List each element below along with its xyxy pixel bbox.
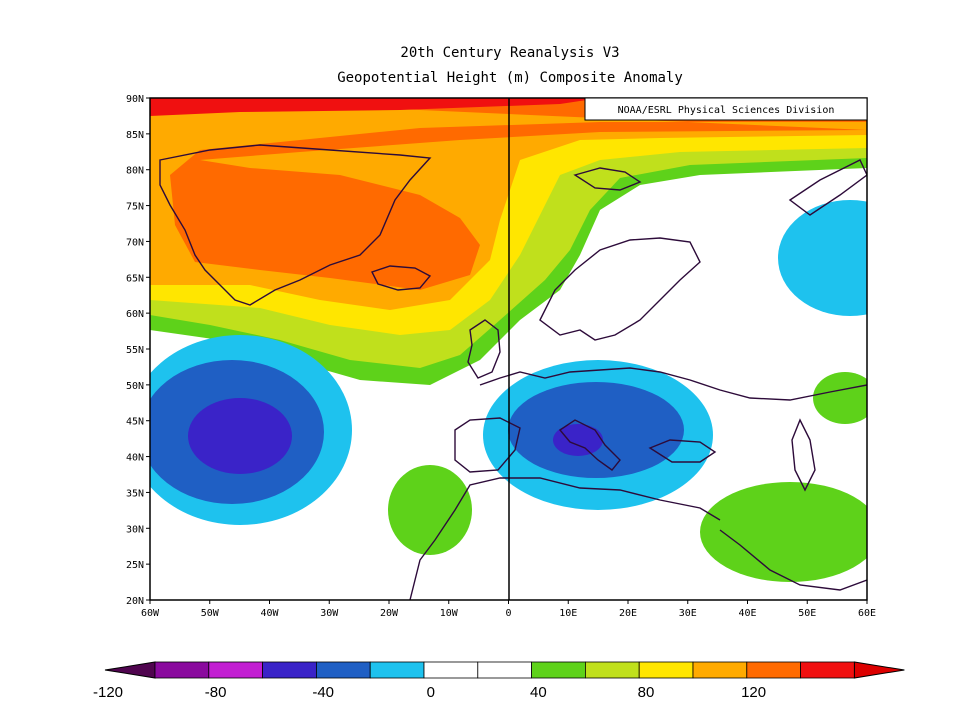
lat-tick-label: 85N [126, 130, 144, 141]
lat-tick-label: 75N [126, 202, 144, 213]
iberia-coast [454, 417, 521, 473]
svalbard-coast [573, 167, 642, 191]
lat-tick-label: 45N [126, 417, 144, 428]
lat-tick-label: 60N [126, 309, 144, 320]
lon-tick-label: 30W [320, 608, 339, 619]
lat-tick-label: 20N [126, 596, 144, 607]
lat-tick-label: 90N [126, 94, 144, 105]
credit-box: NOAA/ESRL Physical Sciences Division [584, 97, 868, 121]
anomaly-field [150, 98, 867, 600]
colorbar-swatch [585, 661, 640, 679]
greenland-coast [159, 144, 432, 306]
lat-tick-label: 30N [126, 524, 144, 535]
colorbar-swatch [477, 661, 532, 679]
lat-tick-label: 65N [126, 273, 144, 284]
colorbar: -120 -80 -40 0 40 80 120 [93, 661, 905, 701]
latitude-axis: 90N 85N 80N 75N 70N 65N 60N 55N 50N 45N 40N 35N 30N 2… [126, 94, 150, 607]
lon-tick-label: 30E [679, 608, 697, 619]
colorbar-under-arrow [104, 661, 156, 679]
colorbar-swatch [262, 661, 317, 679]
lat-tick-label: 50N [126, 381, 144, 392]
contour-120 [150, 98, 600, 116]
colorbar-label: 40 [530, 684, 547, 701]
colorbar-label: 80 [638, 684, 655, 701]
lat-tick-label: 25N [126, 560, 144, 571]
lon-tick-label: 40W [260, 608, 279, 619]
italy-coast [558, 419, 621, 471]
caspian-high [813, 372, 867, 424]
longitude-axis: 60W 50W 40W 30W 20W 10W 0 10E 20E 30E 40E 50E 60E [141, 600, 876, 619]
colorbar-swatch [800, 661, 855, 679]
black-sea-coast [648, 439, 717, 463]
lon-tick-label: 10W [440, 608, 459, 619]
credit-text: NOAA/ESRL Physical Sciences Division [618, 105, 835, 116]
lon-tick-label: 10E [559, 608, 577, 619]
colorbar-label: -40 [312, 684, 334, 701]
caspian-coast [791, 418, 816, 492]
atlantic-low-60 [188, 398, 292, 474]
colorbar-label: -80 [205, 684, 227, 701]
lat-tick-label: 80N [126, 166, 144, 177]
lon-tick-label: 60W [141, 608, 160, 619]
iceland-coast [371, 265, 432, 291]
colorbar-label: -120 [93, 684, 123, 701]
lon-tick-label: 0 [505, 608, 511, 619]
lon-tick-label: 50W [201, 608, 220, 619]
med-low-60 [553, 424, 603, 456]
lon-tick-label: 20W [380, 608, 399, 619]
colorbar-swatch [208, 661, 264, 679]
lon-tick-label: 50E [798, 608, 816, 619]
lat-tick-label: 35N [126, 488, 144, 499]
africa-coast [409, 477, 721, 600]
colorbar-swatch [154, 661, 210, 679]
lat-tick-label: 40N [126, 453, 144, 464]
colorbar-over-arrow [853, 661, 905, 679]
lat-tick-label: 70N [126, 237, 144, 248]
arabia-coast [719, 529, 867, 591]
lon-tick-label: 40E [738, 608, 756, 619]
colorbar-swatch [638, 661, 694, 679]
colorbar-swatch [315, 661, 371, 679]
europe-coast [479, 367, 867, 401]
lon-tick-label: 20E [619, 608, 637, 619]
lat-tick-label: 55N [126, 345, 144, 356]
colorbar-swatch [423, 661, 479, 679]
colorbar-swatch [531, 661, 586, 679]
russia-low [778, 200, 867, 316]
colorbar-swatch [692, 661, 748, 679]
lon-tick-label: 60E [858, 608, 876, 619]
middle-east-high [700, 482, 867, 582]
scandinavia-coast [539, 237, 701, 341]
plot-title: 20th Century Reanalysis V3 [400, 45, 620, 61]
colorbar-label: 0 [427, 684, 435, 701]
novaya-zemlya-coast [788, 159, 867, 216]
colorbar-swatch [369, 661, 425, 679]
contour-100 [150, 98, 867, 290]
nw-africa-high [388, 465, 472, 555]
colorbar-swatch [746, 661, 801, 679]
colorbar-label: 120 [741, 684, 766, 701]
coastlines [159, 144, 867, 600]
british-isles-coast [467, 319, 501, 379]
plot-subtitle: Geopotential Height (m) Composite Anomal… [337, 70, 683, 86]
